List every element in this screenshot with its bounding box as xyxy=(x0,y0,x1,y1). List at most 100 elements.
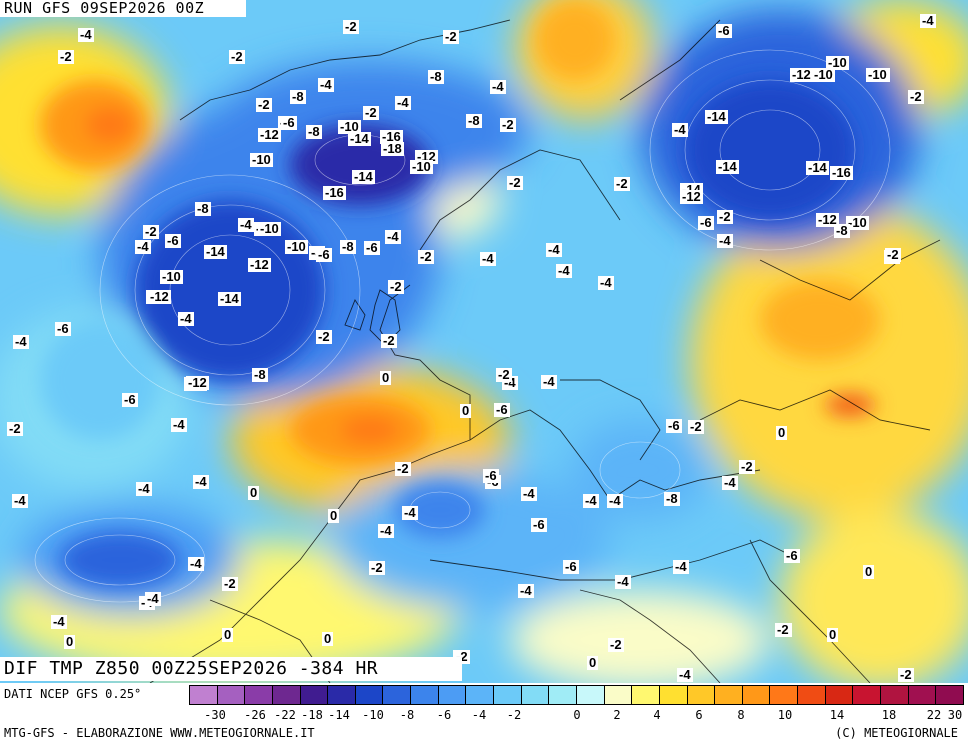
color-swatch xyxy=(190,686,218,704)
contour-label: -12 xyxy=(680,189,703,204)
contour-label: -4 xyxy=(178,311,194,326)
contour-label: -4 xyxy=(717,233,733,248)
color-tick-label: -30 xyxy=(204,708,226,722)
contour-label: -4 xyxy=(490,79,506,94)
contour-label: -4 xyxy=(385,229,401,244)
contour-label: -4 xyxy=(722,475,738,490)
contour-label: -16 xyxy=(380,129,403,144)
contour-label: -10 xyxy=(410,159,433,174)
contour-label: -2 xyxy=(369,560,385,575)
contour-label: -8 xyxy=(306,124,322,139)
contour-label: -2 xyxy=(739,459,755,474)
contour-label: 0 xyxy=(380,370,392,385)
contour-label: -4 xyxy=(677,667,693,682)
contour-label: -4 xyxy=(395,95,411,110)
contour-label: 0 xyxy=(64,634,76,649)
contour-label: -2 xyxy=(500,117,516,132)
contour-label: -8 xyxy=(428,69,444,84)
contour-label: -4 xyxy=(318,77,334,92)
contour-label: -4 xyxy=(135,239,151,254)
contour-label: -2 xyxy=(222,576,238,591)
contour-label: -18 xyxy=(381,141,404,156)
contour-label: -8 xyxy=(834,223,850,238)
contour-label: -6 xyxy=(698,215,714,230)
color-tick-label: 22 xyxy=(926,708,942,722)
contour-label: 0 xyxy=(328,508,340,523)
credit-right: (C) METEOGIORNALE xyxy=(835,726,958,740)
contour-label: 0 xyxy=(222,627,234,642)
color-scale-bar xyxy=(189,685,964,705)
contour-label: -8 xyxy=(466,113,482,128)
contour-label: -2 xyxy=(256,97,272,112)
contour-label: -2 xyxy=(908,89,924,104)
contour-label: -10 xyxy=(826,55,849,70)
contour-label: -12 xyxy=(258,127,281,142)
contour-label: -2 xyxy=(443,29,459,44)
contour-label: -4 xyxy=(598,275,614,290)
contour-label: -2 xyxy=(7,421,23,436)
contour-label: 0 xyxy=(587,655,599,670)
color-tick-label: -8 xyxy=(399,708,415,722)
color-tick-label: 0 xyxy=(573,708,581,722)
contour-label: -14 xyxy=(348,131,371,146)
color-tick-label: -6 xyxy=(436,708,452,722)
color-tick-label: 2 xyxy=(613,708,621,722)
color-swatch xyxy=(853,686,882,704)
color-tick-label: 6 xyxy=(695,708,703,722)
contour-label: -2 xyxy=(608,637,624,652)
contour-label: -4 xyxy=(402,505,418,520)
contour-label: -6 xyxy=(55,321,71,336)
contour-label: -2 xyxy=(363,105,379,120)
contour-label: -14 xyxy=(352,169,375,184)
color-swatch xyxy=(687,686,716,704)
contour-label: -2 xyxy=(343,19,359,34)
contour-label: -12 xyxy=(186,375,209,390)
contour-label: -8 xyxy=(195,201,211,216)
contour-label: -6 xyxy=(165,233,181,248)
color-swatch xyxy=(272,686,301,704)
color-scale-ticks: -30 -26 -22 -18 -14 -10 -8 -6 -4 -2 0 2 4 6 8 10 14 18 22 3… xyxy=(189,708,964,724)
credit-left: MTG-GFS - ELABORAZIONE WWW.METEOGIORNALE… xyxy=(4,726,315,740)
contour-label: -2 xyxy=(381,333,397,348)
contour-label: -8 xyxy=(252,367,268,382)
color-swatch xyxy=(438,686,467,704)
contour-label: -6 xyxy=(122,392,138,407)
color-swatch xyxy=(494,686,522,704)
contour-label: -4 xyxy=(546,242,562,257)
contour-label: -4 xyxy=(607,493,623,508)
contour-label: -6 xyxy=(531,517,547,532)
color-swatch xyxy=(825,686,854,704)
contour-label: -2 xyxy=(898,667,914,682)
color-swatch xyxy=(549,686,577,704)
color-swatch xyxy=(659,686,688,704)
contour-label: -14 xyxy=(705,109,728,124)
color-swatch xyxy=(383,686,412,704)
contour-label: -2 xyxy=(775,622,791,637)
contour-label: 0 xyxy=(322,631,334,646)
contour-label: -6 xyxy=(784,548,800,563)
contour-label: 0 xyxy=(776,425,788,440)
contour-label: -10 xyxy=(846,215,869,230)
contour-label: -8 xyxy=(290,89,306,104)
contour-label: -6 xyxy=(716,23,732,38)
contour-label: -2 xyxy=(688,419,704,434)
contour-label: -6 xyxy=(364,240,380,255)
color-swatch xyxy=(355,686,384,704)
color-swatch xyxy=(217,686,246,704)
contour-label: -2 xyxy=(885,247,901,262)
contour-label: -2 xyxy=(58,49,74,64)
contour-label: -2 xyxy=(496,367,512,382)
color-swatch xyxy=(411,686,439,704)
temperature-anomaly-map xyxy=(0,0,968,683)
contour-label: -4 xyxy=(13,334,29,349)
map-area: RUN GFS 09SEP2026 00Z -4 -2 -2 -2 -6 -2 -8 -4 -4… xyxy=(0,0,968,683)
contour-label: -10 xyxy=(285,239,308,254)
contour-label: -10 xyxy=(160,269,183,284)
contour-label: -2 xyxy=(143,224,159,239)
color-swatch xyxy=(742,686,771,704)
contour-label: 0 xyxy=(827,627,839,642)
contour-label: -4 xyxy=(615,574,631,589)
contour-label: 0 xyxy=(248,485,260,500)
contour-label: -4 xyxy=(920,13,936,28)
contour-label: -6 xyxy=(316,247,332,262)
